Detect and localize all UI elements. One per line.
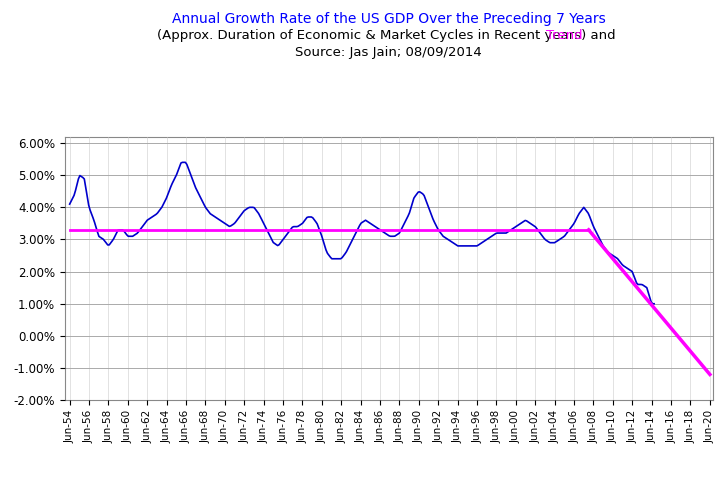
Text: Source: Jas Jain; 08/09/2014: Source: Jas Jain; 08/09/2014 (295, 46, 482, 60)
Text: Annual Growth Rate of the US GDP Over the Preceding 7 Years: Annual Growth Rate of the US GDP Over th… (172, 12, 606, 26)
Text: (Approx. Duration of Economic & Market Cycles in Recent years) and: (Approx. Duration of Economic & Market C… (158, 29, 620, 42)
Text: (Approx. Duration of Economic & Market Cycles in Recent years) and Trend: (Approx. Duration of Economic & Market C… (139, 29, 639, 42)
Text: Trend: Trend (546, 29, 582, 42)
